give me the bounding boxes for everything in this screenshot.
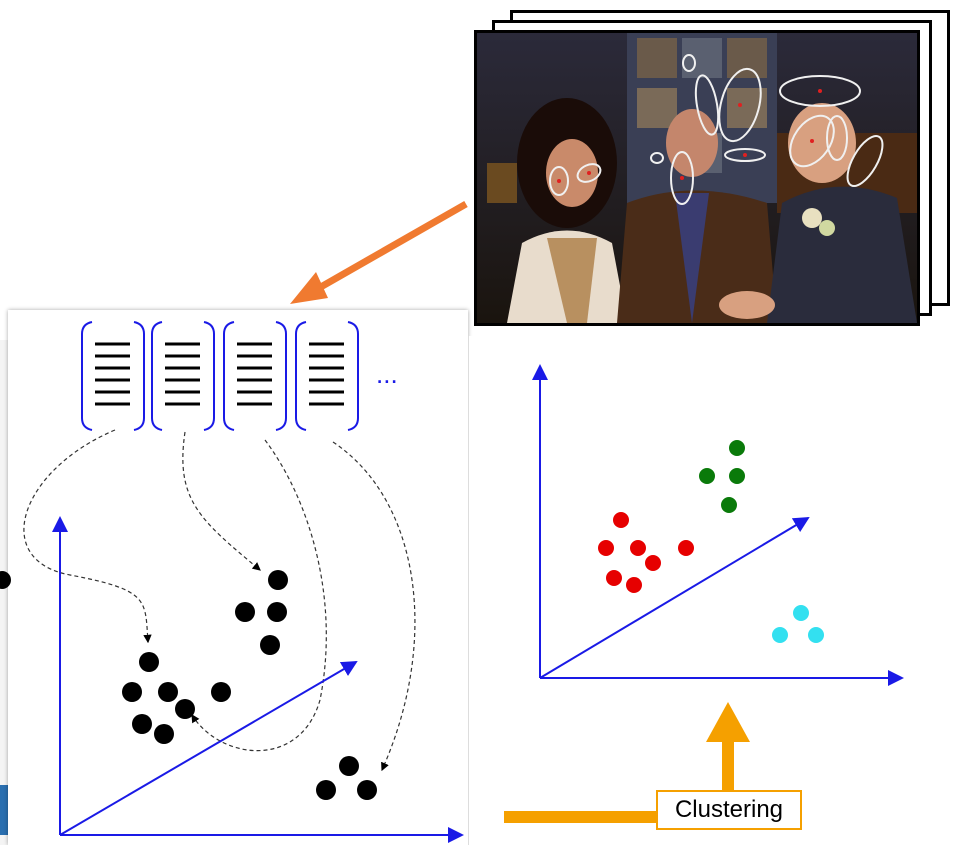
clustering-arrow	[504, 702, 750, 823]
descriptor-vector-3	[223, 321, 287, 431]
cluster-red	[598, 512, 694, 593]
clustering-label: Clustering	[656, 790, 802, 830]
descriptor-vector-2	[151, 321, 215, 431]
mapping-arrows	[23, 429, 416, 772]
cluster-space-axes	[532, 364, 904, 686]
extraction-arrow	[290, 200, 468, 304]
cluster-green	[699, 440, 745, 513]
photo-illustration	[477, 33, 917, 323]
feature-points	[0, 570, 377, 800]
clustering-label-text: Clustering	[674, 796, 784, 823]
man-center-face	[666, 109, 718, 177]
descriptor-vector-4	[295, 321, 359, 431]
cluster-space-panel	[468, 336, 970, 845]
descriptor-vectors	[81, 321, 359, 431]
detected-ellipses	[549, 54, 884, 205]
background-blue-strip	[0, 785, 10, 835]
feature-space-axes	[52, 516, 464, 843]
descriptor-vector-1	[81, 321, 145, 431]
background-panel-edge	[0, 340, 10, 845]
more-vectors-ellipsis: ...	[376, 359, 398, 389]
video-frame-photo	[474, 30, 920, 326]
keypoint-centers	[557, 89, 822, 183]
woman-face	[546, 139, 598, 207]
cluster-cyan	[772, 605, 824, 643]
